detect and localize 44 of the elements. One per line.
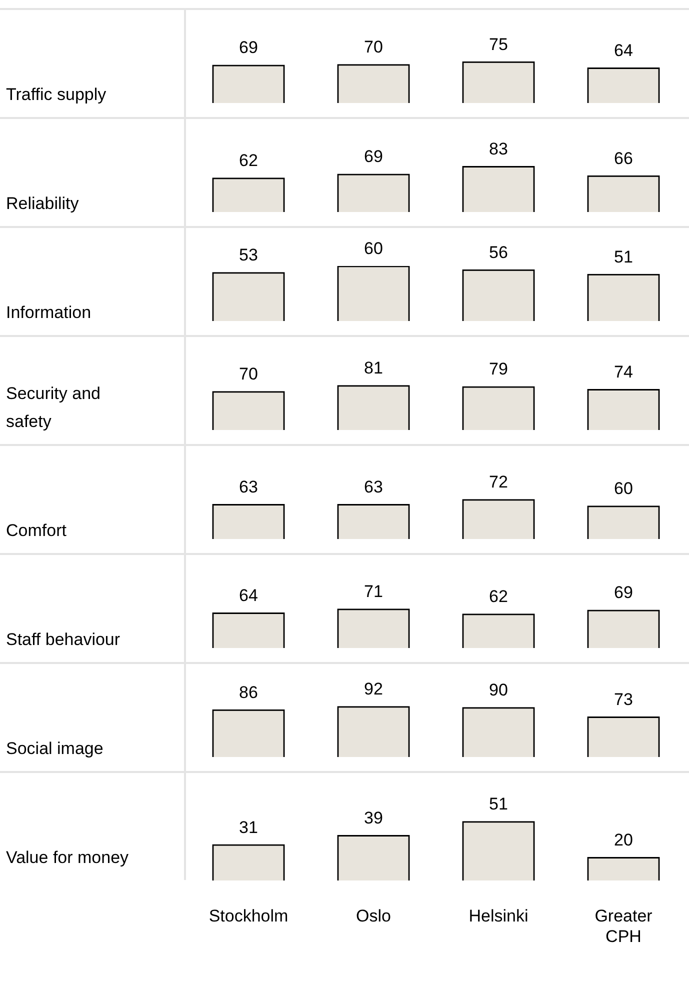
data-label: 92	[364, 680, 383, 699]
data-label: 53	[239, 246, 258, 265]
data-label: 63	[239, 478, 258, 497]
data-label: 20	[614, 830, 633, 850]
data-label: 83	[489, 140, 508, 159]
data-label: 51	[614, 247, 633, 266]
data-label: 64	[614, 40, 633, 60]
x-tick-label: Helsinki	[468, 906, 528, 926]
y-axis-title: Value for money	[6, 847, 129, 869]
data-label: 71	[364, 582, 383, 602]
data-label: 69	[614, 583, 633, 602]
data-label: 69	[239, 38, 258, 58]
data-label: 70	[364, 38, 383, 57]
data-label: 79	[489, 360, 508, 379]
y-axis-title: Security and safety	[6, 383, 102, 433]
x-tick-label: Stockholm	[208, 906, 288, 926]
data-label: 62	[239, 151, 258, 170]
x-tick-label: Greater CPH	[594, 906, 653, 946]
y-axis-title: Reliability	[6, 193, 79, 215]
data-label: 70	[239, 364, 258, 384]
data-label: 51	[489, 794, 508, 814]
data-label: 56	[489, 242, 508, 262]
data-label: 66	[614, 148, 633, 168]
data-label: 62	[489, 587, 508, 606]
y-axis-title: Social image	[6, 738, 104, 760]
data-label: 69	[364, 147, 383, 166]
data-label: 73	[614, 690, 633, 710]
data-label: 60	[614, 479, 633, 498]
y-axis-title: Staff behaviour	[6, 629, 120, 651]
data-label: 60	[364, 239, 383, 258]
data-label: 39	[364, 808, 383, 828]
data-label: 31	[239, 818, 258, 837]
data-label: 90	[489, 680, 508, 700]
data-label: 72	[489, 472, 508, 492]
data-label: 75	[489, 34, 508, 54]
y-axis-title: Traffic supply	[6, 84, 106, 106]
x-tick-label: Oslo	[356, 906, 391, 926]
y-axis-title: Information	[6, 302, 92, 324]
data-label: 81	[364, 358, 383, 378]
data-label: 63	[364, 478, 383, 497]
data-label: 64	[239, 586, 258, 605]
y-axis-title: Comfort	[6, 520, 66, 542]
data-label: 74	[614, 362, 633, 382]
data-label: 86	[239, 682, 258, 702]
